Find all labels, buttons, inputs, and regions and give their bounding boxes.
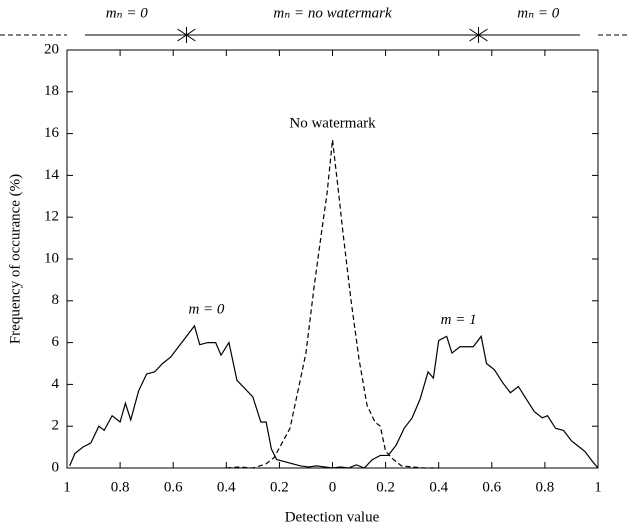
y-tick-label: 20 bbox=[44, 41, 59, 57]
region-label: mₙ = no watermark bbox=[273, 5, 392, 21]
series-line bbox=[226, 139, 439, 469]
y-axis-label: Frequency of occurance (%) bbox=[7, 174, 23, 344]
y-tick-label: 12 bbox=[44, 209, 59, 225]
x-tick-label: 0.8 bbox=[111, 479, 130, 495]
x-tick-label: 0.6 bbox=[164, 479, 183, 495]
x-tick-label: 0.4 bbox=[429, 479, 448, 495]
y-tick-label: 16 bbox=[44, 125, 60, 141]
y-tick-label: 18 bbox=[44, 83, 59, 99]
x-tick-label: 0.2 bbox=[270, 479, 289, 495]
x-tick-label: 0.2 bbox=[376, 479, 395, 495]
series-label: No watermark bbox=[289, 115, 376, 131]
series-label: m = 1 bbox=[441, 312, 477, 328]
x-tick-label: 1 bbox=[594, 479, 602, 495]
y-tick-label: 0 bbox=[52, 459, 60, 475]
y-tick-label: 8 bbox=[52, 292, 60, 308]
x-tick-label: 1 bbox=[63, 479, 71, 495]
region-arrow bbox=[177, 28, 196, 42]
y-tick-label: 6 bbox=[52, 334, 60, 350]
series-label: m = 0 bbox=[188, 301, 224, 317]
x-tick-label: 0.4 bbox=[217, 479, 236, 495]
series-line bbox=[69, 324, 365, 469]
x-tick-label: 0.6 bbox=[482, 479, 501, 495]
region-label: mₙ = 0 bbox=[106, 5, 149, 21]
region-label: mₙ = 0 bbox=[517, 5, 560, 21]
y-tick-label: 4 bbox=[52, 376, 60, 392]
y-tick-label: 2 bbox=[52, 418, 60, 434]
y-tick-label: 14 bbox=[44, 167, 60, 183]
x-axis-label: Detection value bbox=[285, 509, 380, 525]
x-tick-label: 0.8 bbox=[536, 479, 555, 495]
plot-frame bbox=[66, 49, 599, 469]
series-line bbox=[363, 334, 599, 469]
x-tick-label: 0 bbox=[329, 479, 337, 495]
y-tick-label: 10 bbox=[44, 250, 59, 266]
region-arrow bbox=[469, 28, 488, 42]
